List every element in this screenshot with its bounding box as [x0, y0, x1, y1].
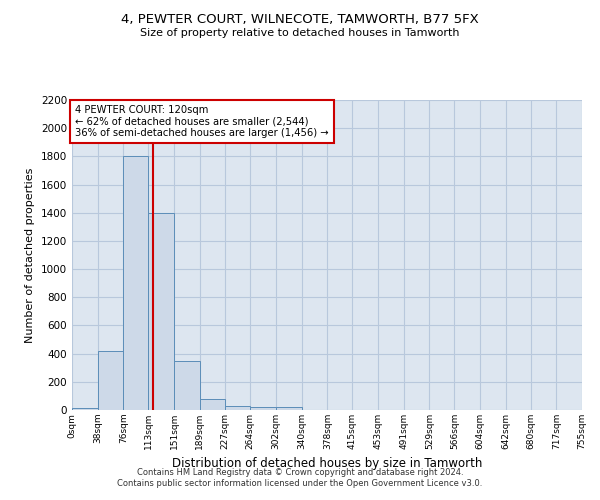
Y-axis label: Number of detached properties: Number of detached properties: [25, 168, 35, 342]
Bar: [226, 406, 250, 410]
X-axis label: Distribution of detached houses by size in Tamworth: Distribution of detached houses by size …: [172, 458, 482, 470]
Bar: [124, 156, 148, 410]
Bar: [98, 351, 124, 410]
Bar: [250, 407, 276, 410]
Text: 4 PEWTER COURT: 120sqm
← 62% of detached houses are smaller (2,544)
36% of semi-: 4 PEWTER COURT: 120sqm ← 62% of detached…: [76, 105, 329, 138]
Bar: [174, 360, 200, 410]
Bar: [276, 407, 302, 410]
Text: Contains HM Land Registry data © Crown copyright and database right 2024.
Contai: Contains HM Land Registry data © Crown c…: [118, 468, 482, 487]
Bar: [72, 408, 98, 410]
Bar: [148, 212, 174, 410]
Text: Size of property relative to detached houses in Tamworth: Size of property relative to detached ho…: [140, 28, 460, 38]
Bar: [200, 400, 226, 410]
Text: 4, PEWTER COURT, WILNECOTE, TAMWORTH, B77 5FX: 4, PEWTER COURT, WILNECOTE, TAMWORTH, B7…: [121, 12, 479, 26]
